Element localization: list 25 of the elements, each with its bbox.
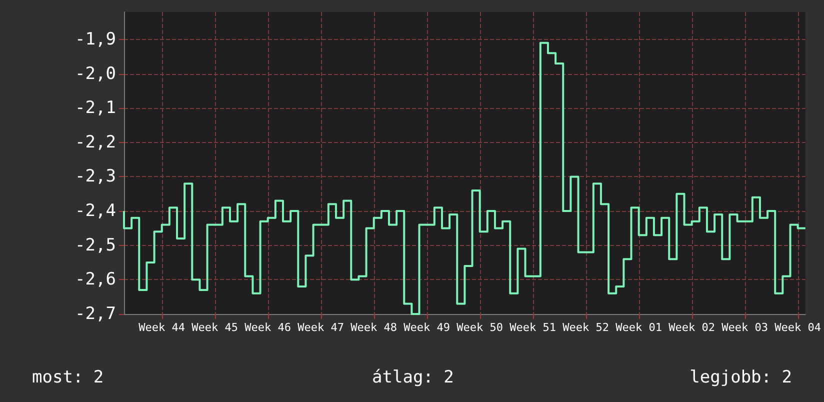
y-tick-label: -2,7	[75, 304, 116, 324]
y-tick-label: -2,5	[75, 235, 116, 256]
x-tick-label: Week 51	[510, 321, 556, 334]
x-tick-label: Week 52	[562, 321, 610, 334]
x-tick-label: Week 03	[722, 321, 768, 334]
x-tick-label: Week 50	[456, 321, 504, 334]
text: átlag: 2	[372, 368, 454, 388]
x-tick-label: Week 47	[298, 321, 344, 334]
text: most: 2	[32, 368, 104, 388]
y-tick-label: -2,0	[75, 64, 116, 84]
y-tick-label: -2,2	[75, 132, 116, 152]
y-tick-label: -2,3	[75, 166, 116, 187]
x-tick-label: Week 44	[138, 321, 186, 334]
x-tick-label: Week 49	[404, 321, 450, 334]
y-tick-label: -1,9	[75, 29, 116, 50]
x-tick-label: Week 02	[668, 321, 716, 334]
x-tick-label: Week 46	[244, 321, 292, 334]
y-tick-label: -2,1	[75, 98, 116, 118]
x-tick-label: Week 48	[350, 321, 398, 334]
y-tick-label: -2,6	[75, 270, 116, 290]
y-tick-label: -2,4	[75, 201, 116, 222]
x-tick-label: Week 45	[192, 321, 238, 334]
text: legjobb: 2	[690, 368, 792, 388]
x-tick-label: Week 01	[616, 321, 662, 334]
x-tick-label: Week 04	[774, 321, 822, 334]
